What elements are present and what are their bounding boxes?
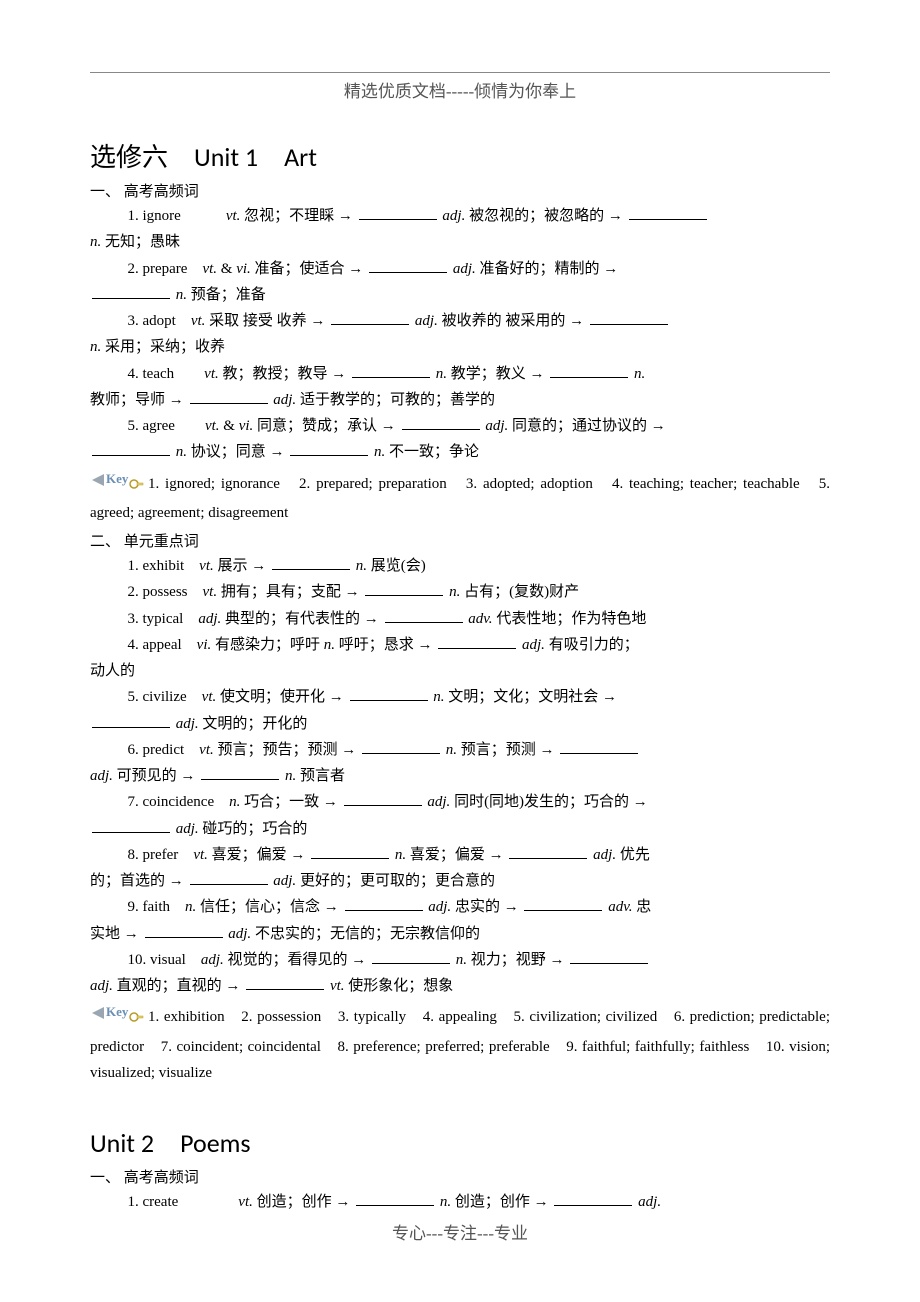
page-footer: 专心---专注---专业 — [0, 1219, 920, 1244]
u1a-item5b: n. 协议；同意 → n. 不一致；争论 — [90, 439, 830, 465]
unit1-sectionA-head: 一、 高考高频词 — [90, 180, 830, 201]
u1a-item5: 5. agree vt. & vi. 同意；赞成；承认 → adj. 同意的；通… — [90, 413, 830, 439]
u2a-item1: 1. create vt. 创造；创作 → n. 创造；创作 → adj. — [90, 1189, 830, 1215]
page-container: 精选优质文档-----倾情为你奉上 选修六 Unit 1 Art 一、 高考高频… — [0, 0, 920, 1265]
spacer — [90, 1089, 830, 1123]
u1b-item9b: 实地 → adj. 不忠实的；无信的；无宗教信仰的 — [90, 921, 830, 947]
u1a-item4b: 教师；导师 → adj. 适于教学的；可教的；善学的 — [90, 387, 830, 413]
u1b-item6: 6. predict vt. 预言；预告；预测 → n. 预言；预测 → — [90, 737, 830, 763]
u1b-key-text: 1. exhibition 2. possession 3. typically… — [90, 1009, 830, 1080]
u1a-item2: 2. prepare vt. & vi. 准备；使适合 → adj. 准备好的；… — [90, 256, 830, 282]
u1a-item2b: n. 预备；准备 — [90, 282, 830, 308]
unit1-title: 选修六 Unit 1 Art — [90, 137, 830, 174]
u1b-item10: 10. visual adj. 视觉的；看得见的 → n. 视力；视野 → — [90, 947, 830, 973]
u1b-item8: 8. prefer vt. 喜爱；偏爱 → n. 喜爱；偏爱 → adj. 优先 — [90, 842, 830, 868]
u1a-key-text: 1. ignored; ignorance 2. prepared; prepa… — [90, 476, 830, 521]
u1b-item8b: 的；首选的 → adj. 更好的；更可取的；更合意的 — [90, 868, 830, 894]
unit2-title: Unit 2 Poems — [90, 1123, 830, 1160]
u1b-item4b: 动人的 — [90, 658, 830, 684]
u1a-item1b: n. 无知；愚昧 — [90, 229, 830, 255]
svg-text:Key: Key — [106, 1004, 129, 1019]
u1b-item6b: adj. 可预见的 → n. 预言者 — [90, 763, 830, 789]
unit1-sectionB-head: 二、 单元重点词 — [90, 530, 830, 551]
page-header: 精选优质文档-----倾情为你奉上 — [90, 77, 830, 102]
u1b-item10b: adj. 直观的；直视的 → vt. 使形象化；想象 — [90, 973, 830, 999]
unit1-title-cn: 选修六 — [90, 141, 168, 173]
key-icon: Key — [90, 469, 144, 500]
u1a-key: Key 1. ignored; ignorance 2. prepared; p… — [90, 469, 830, 527]
u1b-item1: 1. exhibit vt. 展示 → n. 展览(会) — [90, 553, 830, 579]
u1b-item2: 2. possess vt. 拥有；具有；支配 → n. 占有；(复数)财产 — [90, 579, 830, 605]
header-rule — [90, 72, 830, 73]
unit2-title-text: Unit 2 Poems — [90, 1127, 251, 1159]
u1a-item3: 3. adopt vt. 采取 接受 收养 → adj. 被收养的 被采用的 → — [90, 308, 830, 334]
u1b-item5: 5. civilize vt. 使文明；使开化 → n. 文明；文化；文明社会 … — [90, 684, 830, 710]
key-label: Key — [106, 471, 129, 486]
unit1-title-en: Unit 1 Art — [194, 141, 317, 173]
u1b-key: Key 1. exhibition 2. possession 3. typic… — [90, 1002, 830, 1086]
u1b-item4: 4. appeal vi. 有感染力；呼吁 n. 呼吁；恳求 → adj. 有吸… — [90, 632, 830, 658]
u1b-item9: 9. faith n. 信任；信心；信念 → adj. 忠实的 → adv. 忠 — [90, 894, 830, 920]
u1a-item3b: n. 采用；采纳；收养 — [90, 334, 830, 360]
key-icon: Key — [90, 1002, 144, 1033]
u1b-item7b: adj. 碰巧的；巧合的 — [90, 816, 830, 842]
unit2-sectionA-head: 一、 高考高频词 — [90, 1166, 830, 1187]
u1b-item3: 3. typical adj. 典型的；有代表性的 → adv. 代表性地；作为… — [90, 606, 830, 632]
u1b-item7: 7. coincidence n. 巧合；一致 → adj. 同时(同地)发生的… — [90, 789, 830, 815]
u1a-item4: 4. teach vt. 教；教授；教导 → n. 教学；教义 → n. — [90, 361, 830, 387]
u1b-item5b: adj. 文明的；开化的 — [90, 711, 830, 737]
u1a-item1: 1. ignore vt. 忽视；不理睬 → adj. 被忽视的；被忽略的 → — [90, 203, 830, 229]
